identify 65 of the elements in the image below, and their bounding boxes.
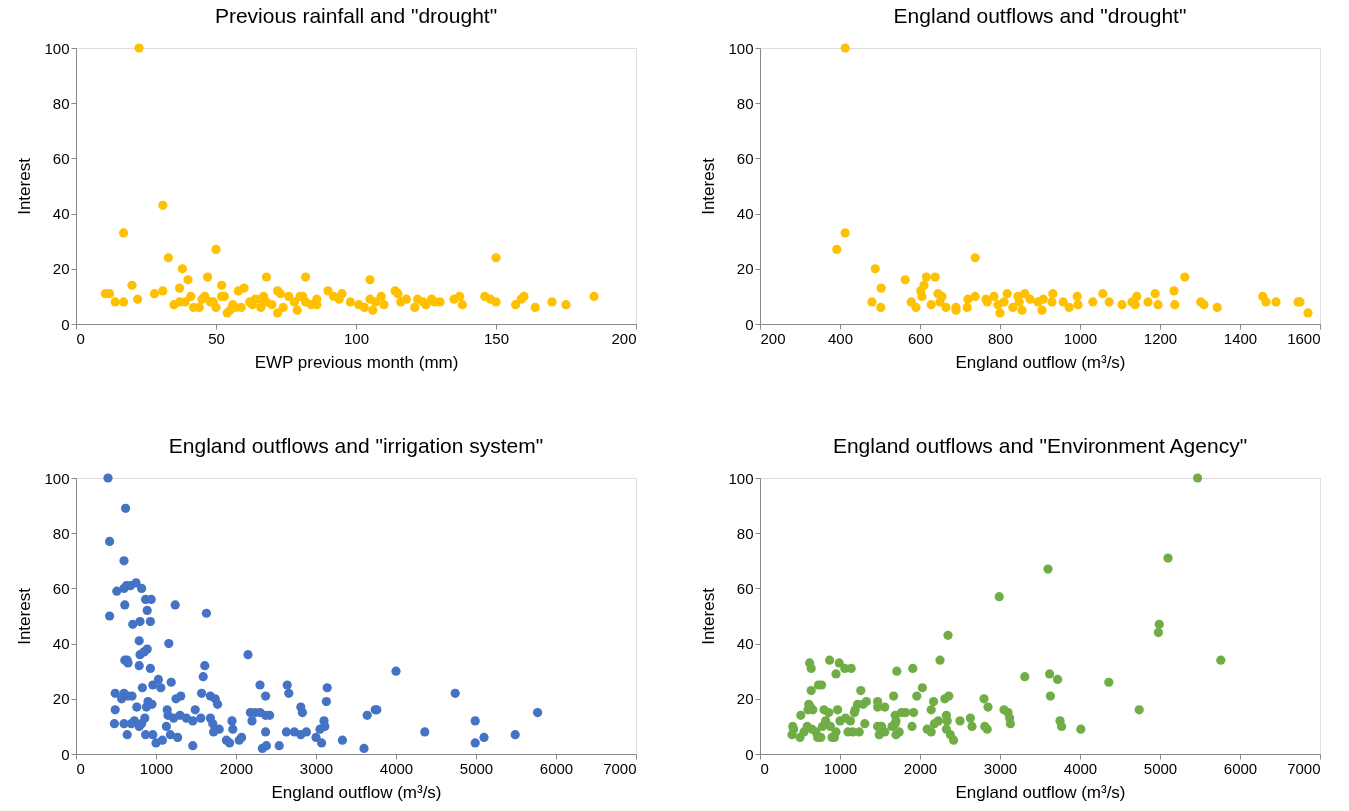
y-tick-label: 60 <box>736 579 754 597</box>
y-tick-label: 20 <box>52 690 70 708</box>
y-tick-label: 40 <box>52 635 70 653</box>
x-tick-label: 1400 <box>1223 329 1258 347</box>
y-axis-title: Interest <box>15 157 35 215</box>
x-tick-label: 1200 <box>1143 329 1178 347</box>
y-tick-label: 40 <box>52 205 70 223</box>
x-tick-label: 4000 <box>1063 759 1098 777</box>
x-tick-label: 100 <box>343 329 370 347</box>
y-tick-label: 0 <box>61 315 70 333</box>
x-tick-label: 0 <box>76 329 85 347</box>
y-tick-label: 20 <box>736 260 754 278</box>
y-axis-title: Interest <box>15 587 35 645</box>
x-axis-title: England outflow (m³/s) <box>271 782 442 802</box>
x-tick-label: 2000 <box>903 759 938 777</box>
x-tick-label: 0 <box>76 759 85 777</box>
y-tick-label: 20 <box>736 690 754 708</box>
y-tick-label: 0 <box>745 315 754 333</box>
x-tick-label: 150 <box>483 329 510 347</box>
x-axis-title: England outflow (m³/s) <box>955 782 1126 802</box>
y-tick-label: 60 <box>52 149 70 167</box>
x-tick-label: 50 <box>208 329 225 347</box>
chart-title: Previous rainfall and "drought" <box>214 4 498 27</box>
y-tick-label: 80 <box>52 94 70 112</box>
x-tick-label: 200 <box>611 329 637 347</box>
y-tick-label: 40 <box>736 205 754 223</box>
x-tick-label: 200 <box>760 329 786 347</box>
x-tick-label: 6000 <box>539 759 574 777</box>
x-tick-label: 3000 <box>983 759 1018 777</box>
y-tick-label: 60 <box>52 579 70 597</box>
chart-title: England outflows and "Environment Agency" <box>832 434 1248 457</box>
y-tick-label: 0 <box>745 745 754 763</box>
y-tick-label: 40 <box>736 635 754 653</box>
y-tick-label: 60 <box>736 149 754 167</box>
y-tick-label: 20 <box>52 260 70 278</box>
x-tick-label: 3000 <box>299 759 334 777</box>
x-tick-label: 600 <box>907 329 934 347</box>
y-axis-title: Interest <box>699 587 719 645</box>
y-tick-label: 100 <box>728 39 754 57</box>
x-tick-label: 0 <box>760 759 769 777</box>
x-tick-label: 5000 <box>1143 759 1178 777</box>
y-tick-label: 80 <box>736 94 754 112</box>
x-tick-label: 6000 <box>1223 759 1258 777</box>
x-tick-label: 1000 <box>139 759 174 777</box>
y-tick-label: 0 <box>61 745 70 763</box>
x-tick-label: 1000 <box>1063 329 1098 347</box>
x-tick-label: 800 <box>987 329 1014 347</box>
y-tick-label: 80 <box>52 524 70 542</box>
x-axis-title: EWP previous month (mm) <box>254 352 459 372</box>
y-tick-label: 100 <box>44 469 70 487</box>
chart-title: England outflows and "drought" <box>893 4 1187 27</box>
x-tick-label: 4000 <box>379 759 414 777</box>
y-tick-label: 100 <box>728 469 754 487</box>
x-axis-title: England outflow (m³/s) <box>955 352 1126 372</box>
y-tick-label: 80 <box>736 524 754 542</box>
x-tick-label: 1600 <box>1287 329 1321 347</box>
y-axis-title: Interest <box>699 157 719 215</box>
x-tick-label: 400 <box>827 329 854 347</box>
x-tick-label: 5000 <box>459 759 494 777</box>
x-tick-label: 7000 <box>1287 759 1321 777</box>
x-tick-label: 2000 <box>219 759 254 777</box>
chart-title: England outflows and "irrigation system" <box>168 434 544 457</box>
y-tick-label: 100 <box>44 39 70 57</box>
x-tick-label: 1000 <box>823 759 858 777</box>
x-tick-label: 7000 <box>603 759 637 777</box>
